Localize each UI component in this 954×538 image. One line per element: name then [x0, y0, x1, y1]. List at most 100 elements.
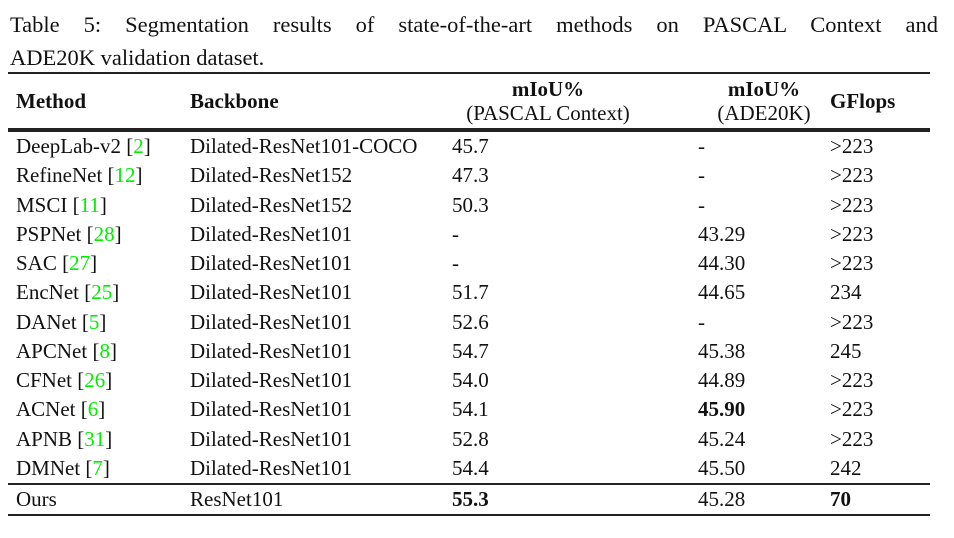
citation-close-bracket: ]: [99, 309, 107, 334]
table-row: RefineNet [12] Dilated-ResNet152 47.3 - …: [8, 161, 930, 190]
citation-number: 6: [87, 397, 99, 422]
table-row: SAC [27] Dilated-ResNet101 - 44.30 >223: [8, 249, 930, 278]
miou-pascal-cell: 52.6: [452, 309, 489, 334]
citation-close-bracket: ]: [135, 163, 143, 188]
method-cell: PSPNet [28]: [16, 220, 190, 249]
header-gflops: GFlops: [830, 88, 896, 113]
table-top-rule: [8, 72, 930, 74]
header-miou-pascal-sub: (PASCAL Context): [466, 101, 630, 125]
gflops-cell: >223: [830, 134, 874, 158]
miou-pascal-cell: 54.7: [452, 338, 489, 363]
gflops-cell: >223: [830, 251, 874, 275]
citation-number: 11: [79, 192, 100, 217]
method-name: SAC: [16, 251, 57, 275]
miou-pascal-cell: 51.7: [452, 280, 489, 305]
miou-pascal-cell: 54.1: [452, 397, 489, 422]
citation: [26]: [72, 368, 112, 392]
citation-open-bracket: [: [62, 251, 70, 275]
method-cell: CFNet [26]: [16, 366, 190, 395]
miou-ade-cell: 45.90: [698, 397, 746, 422]
citation-open-bracket: [: [86, 221, 94, 246]
table-row: DMNet [7] Dilated-ResNet101 54.4 45.50 2…: [8, 454, 930, 483]
citation-close-bracket: ]: [109, 338, 117, 363]
miou-ade-cell: -: [698, 163, 705, 188]
table-row: DeepLab-v2 [2] Dilated-ResNet101-COCO 45…: [8, 132, 930, 161]
miou-ade-cell: 45.50: [698, 455, 746, 480]
miou-ade-cell: -: [698, 192, 705, 217]
table-row: EncNet [25] Dilated-ResNet101 51.7 44.65…: [8, 278, 930, 307]
citation: [7]: [80, 456, 110, 480]
citation-number: 5: [88, 309, 100, 334]
backbone-cell: Dilated-ResNet101: [190, 455, 353, 480]
citation: [28]: [81, 221, 122, 246]
gflops-cell: >223: [830, 309, 874, 334]
table-row: ACNet [6] Dilated-ResNet101 54.1 45.90 >…: [8, 395, 930, 424]
citation: [5]: [77, 310, 107, 334]
citation: [27]: [57, 251, 97, 275]
citation: [25]: [79, 280, 119, 304]
method-cell: APNB [31]: [16, 425, 190, 454]
method-name: APNB: [16, 426, 73, 451]
table-row: APNB [31] Dilated-ResNet101 52.8 45.24 >…: [8, 425, 930, 454]
citation-number: 27: [69, 251, 91, 275]
miou-pascal-cell: -: [452, 251, 459, 275]
backbone-cell: Dilated-ResNet101: [190, 338, 353, 363]
header-double-rule: [8, 128, 930, 132]
citation-open-bracket: [: [85, 455, 93, 480]
table-row: Ours ResNet101 55.3 45.28 70: [8, 485, 930, 514]
miou-ade-cell: -: [698, 309, 705, 334]
method-cell: Ours: [16, 485, 190, 514]
method-name: DeepLab-v2: [16, 134, 121, 158]
method-cell: RefineNet [12]: [16, 161, 190, 190]
backbone-cell: Dilated-ResNet101-COCO: [190, 134, 418, 158]
citation-close-bracket: ]: [114, 221, 122, 246]
gflops-cell: >223: [830, 397, 874, 422]
citation-open-bracket: [: [84, 280, 92, 305]
table-row: APCNet [8] Dilated-ResNet101 54.7 45.38 …: [8, 337, 930, 366]
miou-ade-cell: -: [698, 134, 705, 158]
citation: [31]: [72, 427, 112, 451]
results-table: Method Backbone mIoU% (PASCAL Context) m…: [8, 72, 930, 516]
citation-open-bracket: [: [80, 397, 88, 422]
gflops-cell: 234: [830, 280, 862, 305]
header-miou-ade-sub: (ADE20K): [717, 101, 811, 125]
miou-ade-cell: 44.65: [698, 280, 746, 305]
method-cell: MSCI [11]: [16, 191, 190, 220]
method-cell: APCNet [8]: [16, 337, 190, 366]
miou-ade-cell: 45.28: [698, 487, 746, 511]
miou-pascal-cell: 50.3: [452, 192, 489, 217]
method-name: APCNet: [16, 338, 88, 363]
citation-number: 8: [99, 338, 110, 363]
citation-number: 31: [84, 426, 106, 451]
citation-number: 12: [114, 163, 136, 188]
citation-number: 2: [133, 134, 144, 158]
ours-row-section: Ours ResNet101 55.3 45.28 70: [8, 485, 930, 514]
miou-pascal-cell: 47.3: [452, 163, 489, 188]
backbone-cell: Dilated-ResNet101: [190, 221, 353, 246]
miou-pascal-cell: 54.0: [452, 368, 489, 392]
method-name: EncNet: [16, 280, 79, 305]
header-miou-pascal: mIoU% (PASCAL Context): [452, 77, 698, 125]
backbone-cell: Dilated-ResNet101: [190, 251, 353, 275]
method-cell: EncNet [25]: [16, 278, 190, 307]
method-cell: DeepLab-v2 [2]: [16, 132, 190, 161]
backbone-cell: Dilated-ResNet101: [190, 280, 353, 305]
method-cell: DMNet [7]: [16, 454, 190, 483]
gflops-cell: 70: [830, 487, 851, 511]
caption-line-2: ADE20K validation dataset.: [10, 45, 265, 70]
citation-close-bracket: ]: [102, 455, 110, 480]
header-method: Method: [16, 88, 86, 113]
header-miou-ade-top: mIoU%: [727, 77, 801, 101]
miou-ade-cell: 44.30: [698, 251, 746, 275]
gflops-cell: 245: [830, 338, 862, 363]
backbone-cell: Dilated-ResNet152: [190, 192, 353, 217]
table-header-row: Method Backbone mIoU% (PASCAL Context) m…: [8, 74, 930, 128]
citation: [6]: [76, 397, 106, 421]
citation-open-bracket: [: [126, 134, 134, 158]
table-row: DANet [5] Dilated-ResNet101 52.6 - >223: [8, 308, 930, 337]
miou-ade-cell: 43.29: [698, 221, 746, 246]
table-row: CFNet [26] Dilated-ResNet101 54.0 44.89 …: [8, 366, 930, 395]
gflops-cell: 242: [830, 455, 862, 480]
citation-open-bracket: [: [107, 163, 115, 188]
header-backbone: Backbone: [190, 88, 279, 113]
